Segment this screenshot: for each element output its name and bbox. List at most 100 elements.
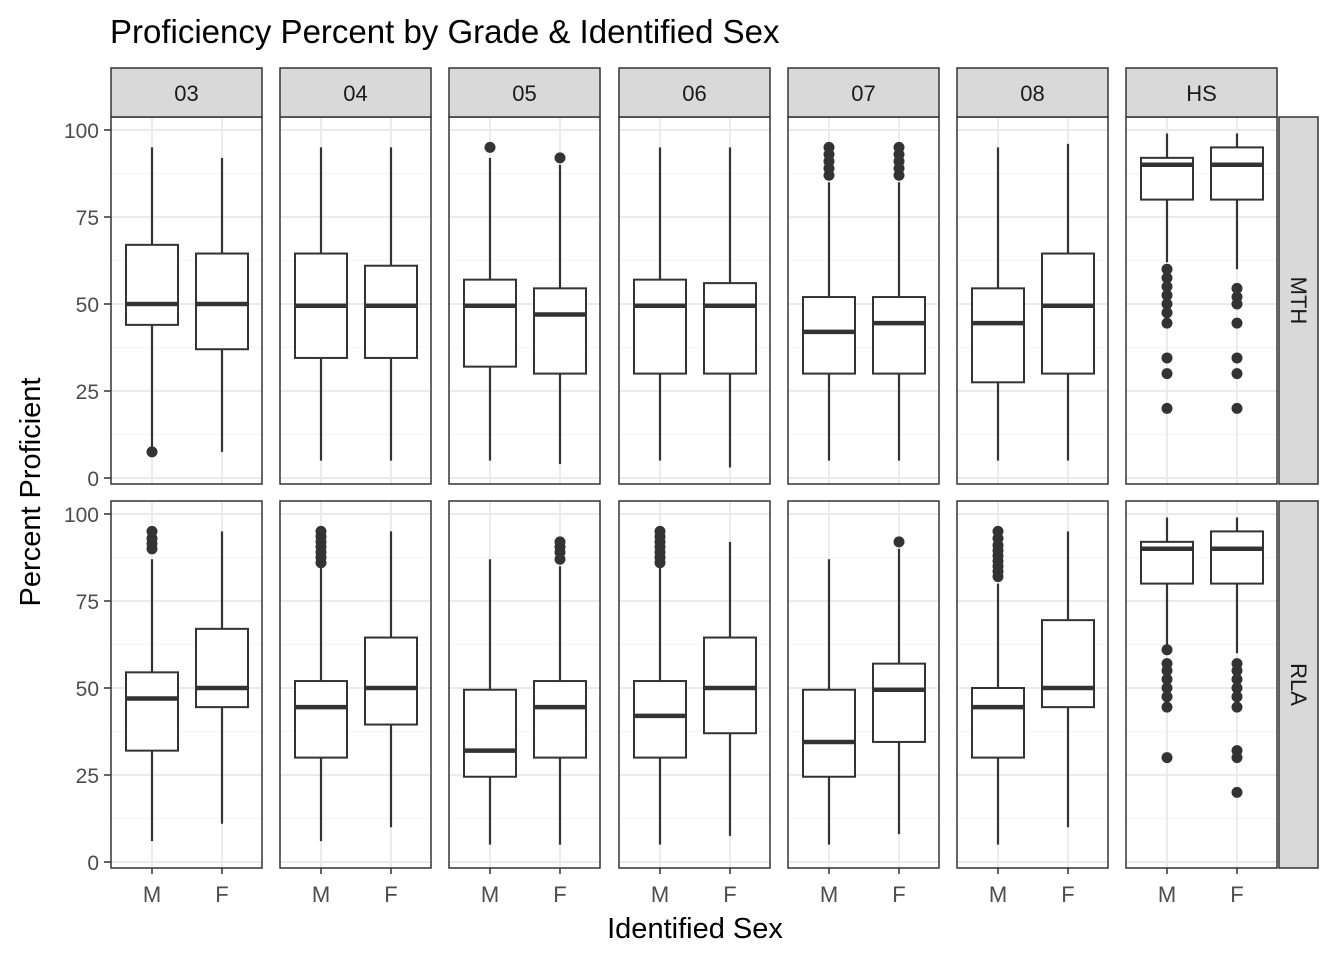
panel-mth-08 (956, 116, 1109, 485)
outlier-point (554, 536, 566, 548)
box-m (125, 147, 179, 458)
column-strip-label: 07 (851, 81, 875, 106)
box-iqr (802, 296, 856, 375)
outlier-point (1161, 644, 1173, 656)
outlier-point (1161, 673, 1173, 685)
column-strip-hs (1125, 67, 1278, 118)
panel-border (448, 500, 601, 869)
box-f (195, 157, 249, 452)
box-iqr (364, 264, 418, 359)
outlier-point (1161, 272, 1173, 284)
box-f (533, 536, 587, 845)
y-tick-label: 100 (64, 504, 99, 527)
box-iqr (633, 680, 687, 759)
outlier-point (315, 525, 327, 537)
box-m (802, 141, 856, 461)
box-m (802, 559, 856, 845)
outlier-point (1161, 701, 1173, 713)
box-m (463, 559, 517, 845)
outlier-point (1161, 691, 1173, 703)
box-m (633, 525, 687, 845)
box-iqr (872, 662, 926, 743)
y-tick-label: 50 (76, 678, 99, 701)
box-f (1210, 517, 1264, 798)
outlier-point (823, 141, 835, 153)
box-iqr (703, 636, 757, 735)
column-strip-07 (787, 67, 940, 118)
outlier-point (1161, 289, 1173, 301)
outlier-point (1231, 691, 1243, 703)
y-tick-label: 0 (87, 468, 99, 491)
box-f (703, 147, 757, 468)
outlier-point (893, 536, 905, 548)
panel-mth-03 (110, 116, 263, 485)
box-m (633, 147, 687, 461)
outlier-point (1161, 281, 1173, 293)
outlier-point (1161, 263, 1173, 275)
x-tick-label: M (1158, 882, 1176, 907)
box-f (1041, 143, 1095, 461)
box-m (294, 525, 348, 842)
box-f (364, 531, 418, 828)
y-tick-label: 75 (76, 591, 99, 614)
outlier-point (1161, 402, 1173, 414)
box-m (1140, 517, 1194, 764)
x-tick-label: M (312, 882, 330, 907)
column-strip-08 (956, 67, 1109, 118)
column-strip-label: 06 (682, 81, 706, 106)
box-iqr (633, 278, 687, 375)
outlier-point (1161, 352, 1173, 364)
row-strip-label: RLA (1286, 663, 1311, 706)
column-strip-label: 03 (174, 81, 198, 106)
box-f (872, 536, 926, 835)
box-iqr (195, 252, 249, 351)
box-m (125, 525, 179, 842)
box-f (1210, 133, 1264, 414)
box-iqr (971, 687, 1025, 759)
x-tick-label: M (481, 882, 499, 907)
box-m (1140, 133, 1194, 414)
column-strip-label: 04 (343, 81, 367, 106)
panel-mth-07 (787, 116, 940, 485)
box-iqr (125, 671, 179, 752)
box-iqr (1210, 530, 1264, 585)
box-iqr (195, 627, 249, 709)
box-f (703, 541, 757, 836)
box-iqr (294, 680, 348, 759)
x-axis-label: Identified Sex (607, 913, 783, 945)
x-tick-label: M (820, 882, 838, 907)
box-iqr (1041, 252, 1095, 375)
outlier-point (1231, 368, 1243, 380)
x-tick-label: M (651, 882, 669, 907)
outlier-point (1161, 317, 1173, 329)
outlier-point (1231, 317, 1243, 329)
box-iqr (1210, 146, 1264, 201)
panel-border (110, 500, 263, 869)
x-tick-label: F (1061, 882, 1074, 907)
panel-mth-05 (448, 116, 601, 485)
panel-mth-06 (618, 116, 771, 485)
outlier-point (146, 446, 158, 458)
box-f (195, 531, 249, 824)
y-tick-label: 25 (76, 381, 99, 404)
x-tick-label: F (892, 882, 905, 907)
panel-mth-hs (1125, 116, 1278, 485)
outlier-point (1161, 682, 1173, 694)
panel-border (787, 500, 940, 869)
column-strip-label: 08 (1020, 81, 1044, 106)
box-m (463, 141, 517, 461)
box-m (971, 147, 1025, 461)
box-iqr (463, 688, 517, 778)
box-f (364, 147, 418, 461)
box-m (971, 525, 1025, 845)
box-iqr (1041, 619, 1095, 709)
outlier-point (1231, 752, 1243, 764)
box-f (1041, 531, 1095, 828)
